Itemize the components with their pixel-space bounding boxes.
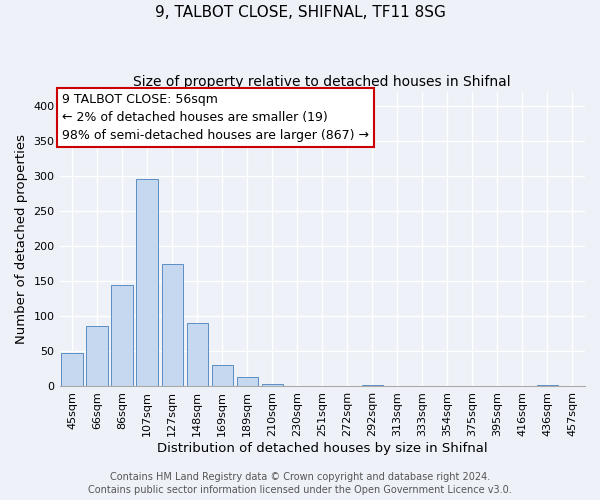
Bar <box>262 384 283 386</box>
Bar <box>362 385 383 386</box>
Text: 9, TALBOT CLOSE, SHIFNAL, TF11 8SG: 9, TALBOT CLOSE, SHIFNAL, TF11 8SG <box>155 5 445 20</box>
Bar <box>161 264 183 386</box>
Bar <box>236 376 258 386</box>
Text: Contains HM Land Registry data © Crown copyright and database right 2024.
Contai: Contains HM Land Registry data © Crown c… <box>88 472 512 495</box>
Bar <box>86 326 108 386</box>
Bar <box>187 322 208 386</box>
Text: 9 TALBOT CLOSE: 56sqm
← 2% of detached houses are smaller (19)
98% of semi-detac: 9 TALBOT CLOSE: 56sqm ← 2% of detached h… <box>62 93 369 142</box>
X-axis label: Distribution of detached houses by size in Shifnal: Distribution of detached houses by size … <box>157 442 488 455</box>
Y-axis label: Number of detached properties: Number of detached properties <box>15 134 28 344</box>
Bar <box>136 178 158 386</box>
Bar <box>212 366 233 386</box>
Bar <box>61 354 83 386</box>
Bar <box>537 385 558 386</box>
Bar <box>112 286 133 386</box>
Title: Size of property relative to detached houses in Shifnal: Size of property relative to detached ho… <box>133 75 511 89</box>
